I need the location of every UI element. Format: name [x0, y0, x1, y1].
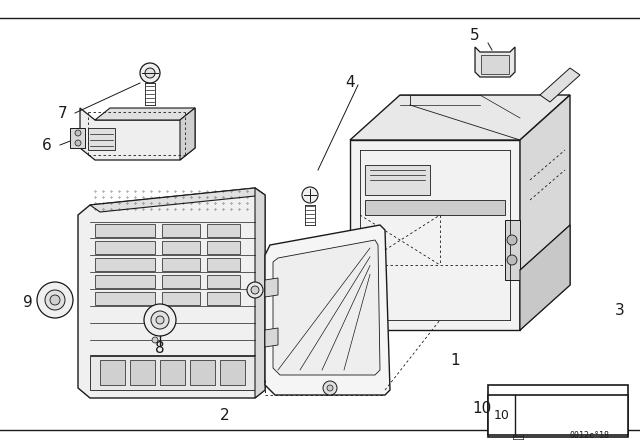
Bar — [488, 385, 628, 437]
Polygon shape — [365, 200, 505, 215]
Polygon shape — [520, 95, 570, 330]
Text: 5: 5 — [470, 27, 480, 43]
Text: 6: 6 — [42, 138, 52, 152]
Polygon shape — [265, 278, 278, 297]
Polygon shape — [273, 240, 380, 375]
Bar — [488, 395, 628, 435]
Polygon shape — [95, 292, 155, 305]
Circle shape — [50, 295, 60, 305]
Circle shape — [75, 140, 81, 146]
Polygon shape — [365, 165, 430, 195]
Text: 10: 10 — [494, 409, 510, 422]
Polygon shape — [207, 292, 240, 305]
Polygon shape — [100, 360, 125, 385]
Polygon shape — [520, 225, 570, 330]
Polygon shape — [475, 47, 515, 77]
Text: 10: 10 — [473, 401, 492, 415]
Polygon shape — [190, 360, 215, 385]
Polygon shape — [162, 258, 200, 271]
Text: 1: 1 — [450, 353, 460, 367]
Polygon shape — [255, 188, 265, 398]
Circle shape — [151, 311, 169, 329]
Text: 3: 3 — [615, 302, 625, 318]
Polygon shape — [95, 275, 155, 288]
Polygon shape — [180, 108, 195, 160]
Polygon shape — [481, 55, 509, 74]
Polygon shape — [95, 258, 155, 271]
Text: 4: 4 — [345, 74, 355, 90]
Circle shape — [37, 282, 73, 318]
Polygon shape — [130, 360, 155, 385]
Circle shape — [509, 402, 527, 420]
Polygon shape — [95, 241, 155, 254]
Polygon shape — [220, 360, 245, 385]
Circle shape — [75, 130, 81, 136]
Polygon shape — [90, 356, 255, 390]
Polygon shape — [88, 128, 115, 150]
Circle shape — [251, 286, 259, 294]
Circle shape — [507, 235, 517, 245]
Text: 8: 8 — [155, 340, 165, 356]
Polygon shape — [90, 188, 265, 212]
Circle shape — [327, 385, 333, 391]
Circle shape — [140, 63, 160, 83]
Circle shape — [302, 187, 318, 203]
Polygon shape — [70, 128, 85, 148]
Polygon shape — [160, 360, 185, 385]
Polygon shape — [95, 224, 155, 237]
Circle shape — [45, 290, 65, 310]
Circle shape — [507, 255, 517, 265]
Polygon shape — [162, 275, 200, 288]
Polygon shape — [78, 188, 265, 398]
Text: 0012c°18: 0012c°18 — [570, 431, 610, 440]
Polygon shape — [207, 258, 240, 271]
Polygon shape — [162, 224, 200, 237]
Polygon shape — [162, 292, 200, 305]
Circle shape — [247, 282, 263, 298]
Polygon shape — [207, 275, 240, 288]
Text: 7: 7 — [58, 105, 67, 121]
Polygon shape — [540, 68, 580, 102]
Polygon shape — [207, 224, 240, 237]
Polygon shape — [265, 328, 278, 347]
Polygon shape — [265, 225, 390, 395]
Polygon shape — [80, 108, 195, 160]
Circle shape — [152, 337, 158, 343]
Circle shape — [145, 68, 155, 78]
Polygon shape — [162, 241, 200, 254]
Text: 9: 9 — [23, 294, 33, 310]
Polygon shape — [95, 108, 195, 120]
Polygon shape — [350, 95, 570, 140]
Circle shape — [323, 381, 337, 395]
Polygon shape — [207, 241, 240, 254]
Text: 2: 2 — [220, 408, 230, 422]
Circle shape — [156, 316, 164, 324]
Circle shape — [144, 304, 176, 336]
Polygon shape — [505, 220, 520, 280]
Polygon shape — [350, 140, 520, 330]
